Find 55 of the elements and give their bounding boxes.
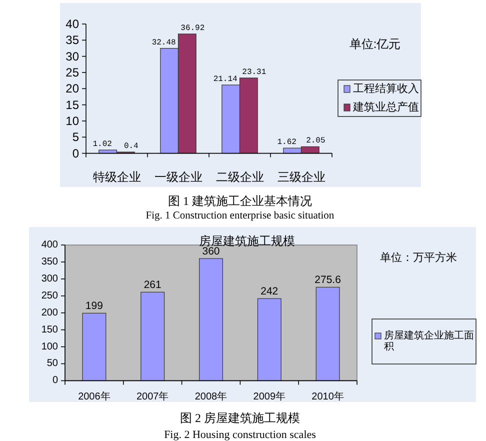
bar — [82, 312, 106, 381]
x-tick-label: 2010年 — [312, 390, 344, 402]
y-tick-label: 250 — [41, 290, 58, 302]
x-tick-label: 2006年 — [78, 390, 110, 402]
data-label: 199 — [85, 300, 104, 312]
y-tick-label: 100 — [41, 341, 58, 352]
y-tick-label: 150 — [41, 324, 58, 336]
data-label: 1.02 — [92, 140, 112, 150]
y-tick-label: 25 — [66, 65, 80, 80]
caption: Fig. 2 Housing construction scales — [164, 429, 316, 441]
data-label: 275.6 — [314, 274, 342, 286]
y-tick-label: 5 — [72, 130, 80, 144]
data-label: 261 — [144, 279, 162, 292]
y-tick-label: 0 — [72, 146, 80, 160]
y-tick-label: 50 — [46, 358, 58, 370]
caption: Fig. 1 Construction enterprise basic situation — [146, 210, 335, 222]
caption: 图 2 房屋建筑施工规模 — [180, 411, 300, 425]
y-tick-label: 30 — [66, 49, 80, 64]
y-tick-label: 20 — [66, 82, 80, 96]
x-tick-label: 三级企业 — [277, 170, 326, 184]
data-label: 21.14 — [213, 74, 238, 84]
legend-label: 工程结算收入 — [353, 82, 419, 95]
y-tick-label: 35 — [66, 33, 80, 48]
y-tick-label: 40 — [66, 17, 80, 31]
data-label: 242 — [260, 286, 278, 298]
y-tick-label: 300 — [41, 273, 58, 284]
legend-label: 房屋建筑企业施工面积 — [384, 330, 474, 352]
data-label: 360 — [202, 246, 220, 258]
y-tick-label: 0 — [52, 375, 58, 386]
y-tick-label: 10 — [66, 114, 80, 128]
x-tick-label: 2008年 — [194, 390, 228, 402]
y-tick-label: 400 — [41, 240, 58, 250]
text: 单位:亿元 — [349, 37, 401, 51]
x-tick-label: 2007年 — [136, 390, 169, 402]
y-tick-label: 15 — [66, 98, 80, 112]
data-label: 1.62 — [277, 138, 297, 148]
chart-title: 房屋建筑施工规模 — [199, 234, 295, 248]
x-tick-label: 2009年 — [253, 390, 286, 402]
bar — [257, 298, 282, 381]
data-label: 32.48 — [152, 38, 176, 48]
y-tick-label: 350 — [41, 256, 58, 268]
text: 单位：万平方米 — [380, 251, 457, 264]
x-tick-label: 特级企业 — [92, 170, 141, 184]
data-label: 36.92 — [180, 24, 205, 33]
data-label: 23.31 — [242, 68, 266, 77]
caption: 图 1 建筑施工企业基本情况 — [168, 194, 312, 208]
legend-label: 建筑业总产值 — [352, 100, 419, 114]
x-tick-label: 一级企业 — [154, 170, 202, 184]
data-label: 2.05 — [306, 136, 326, 146]
x-tick-label: 二级企业 — [216, 170, 264, 184]
bar — [316, 286, 340, 381]
bar — [199, 258, 223, 381]
bar — [140, 292, 165, 381]
data-label: 0.4 — [124, 142, 139, 152]
y-tick-label: 200 — [41, 307, 58, 318]
